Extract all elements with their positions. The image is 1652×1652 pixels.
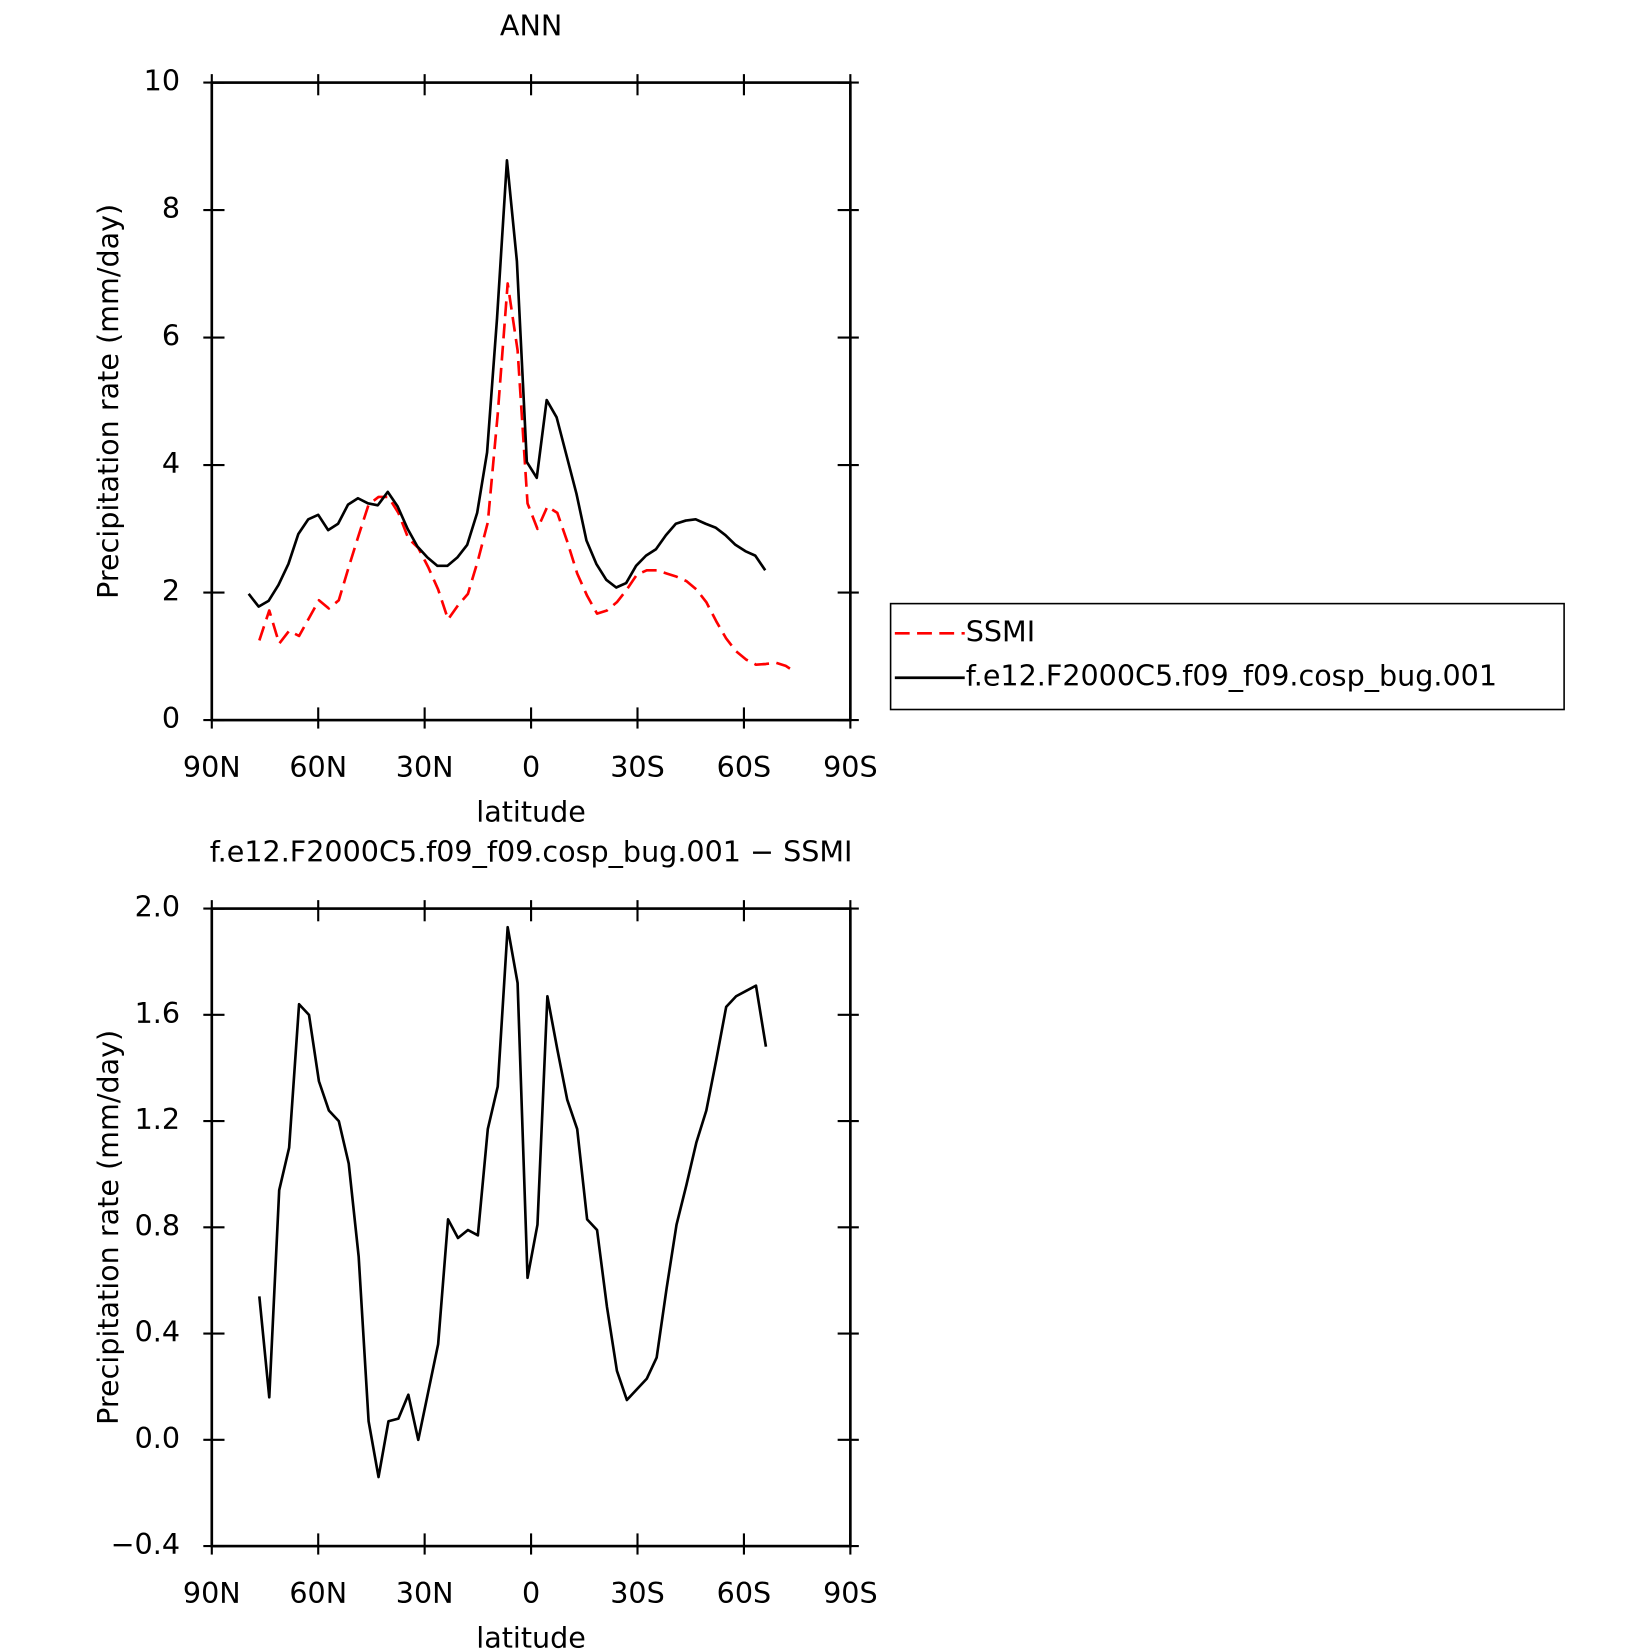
x-tick-label: 90N (183, 1576, 241, 1610)
y-tick-label: 8 (162, 191, 180, 225)
y-tick-label: 0.4 (135, 1315, 180, 1349)
x-tick-label: 90S (823, 1576, 878, 1610)
y-axis-label: Precipitation rate (mm/day) (91, 1030, 125, 1425)
y-tick-label: 1.6 (135, 996, 180, 1030)
x-tick-label: 60S (717, 750, 772, 784)
x-axis-label: latitude (476, 794, 586, 828)
chart-title: f.e12.F2000C5.f09_f09.cosp_bug.001 − SSM… (210, 835, 853, 869)
x-tick-label: 60S (717, 1576, 772, 1610)
y-tick-label: 2.0 (135, 890, 180, 924)
plot-frame (210, 907, 852, 1548)
y-tick-label: 4 (162, 446, 180, 480)
data-line (247, 159, 767, 608)
y-tick-label: 10 (144, 64, 180, 98)
x-axis-label: latitude (476, 1620, 586, 1652)
plot-frame (210, 81, 852, 722)
y-tick-label: 6 (162, 319, 180, 353)
legend-label: SSMI (966, 614, 1035, 648)
legend-box (889, 602, 1565, 711)
x-tick-label: 90N (183, 750, 241, 784)
legend-label: f.e12.F2000C5.f09_f09.cosp_bug.001 (966, 659, 1497, 693)
x-tick-label: 30N (396, 750, 454, 784)
y-tick-label: 0.8 (135, 1208, 180, 1242)
y-axis-label: Precipitation rate (mm/day) (91, 204, 125, 599)
y-tick-label: 0.0 (135, 1421, 180, 1455)
x-tick-label: 30N (396, 1576, 454, 1610)
data-line (258, 282, 797, 674)
x-tick-label: 0 (522, 750, 540, 784)
chart-title: ANN (500, 9, 562, 43)
y-tick-label: 1.2 (135, 1102, 180, 1136)
x-tick-label: 60N (289, 750, 347, 784)
x-tick-label: 90S (823, 750, 878, 784)
x-tick-label: 60N (289, 1576, 347, 1610)
x-tick-label: 30S (610, 750, 665, 784)
y-tick-label: 0 (162, 701, 180, 735)
data-line (258, 925, 768, 1479)
y-tick-label: 2 (162, 574, 180, 608)
y-tick-label: −0.4 (111, 1527, 180, 1561)
x-tick-label: 0 (522, 1576, 540, 1610)
x-tick-label: 30S (610, 1576, 665, 1610)
